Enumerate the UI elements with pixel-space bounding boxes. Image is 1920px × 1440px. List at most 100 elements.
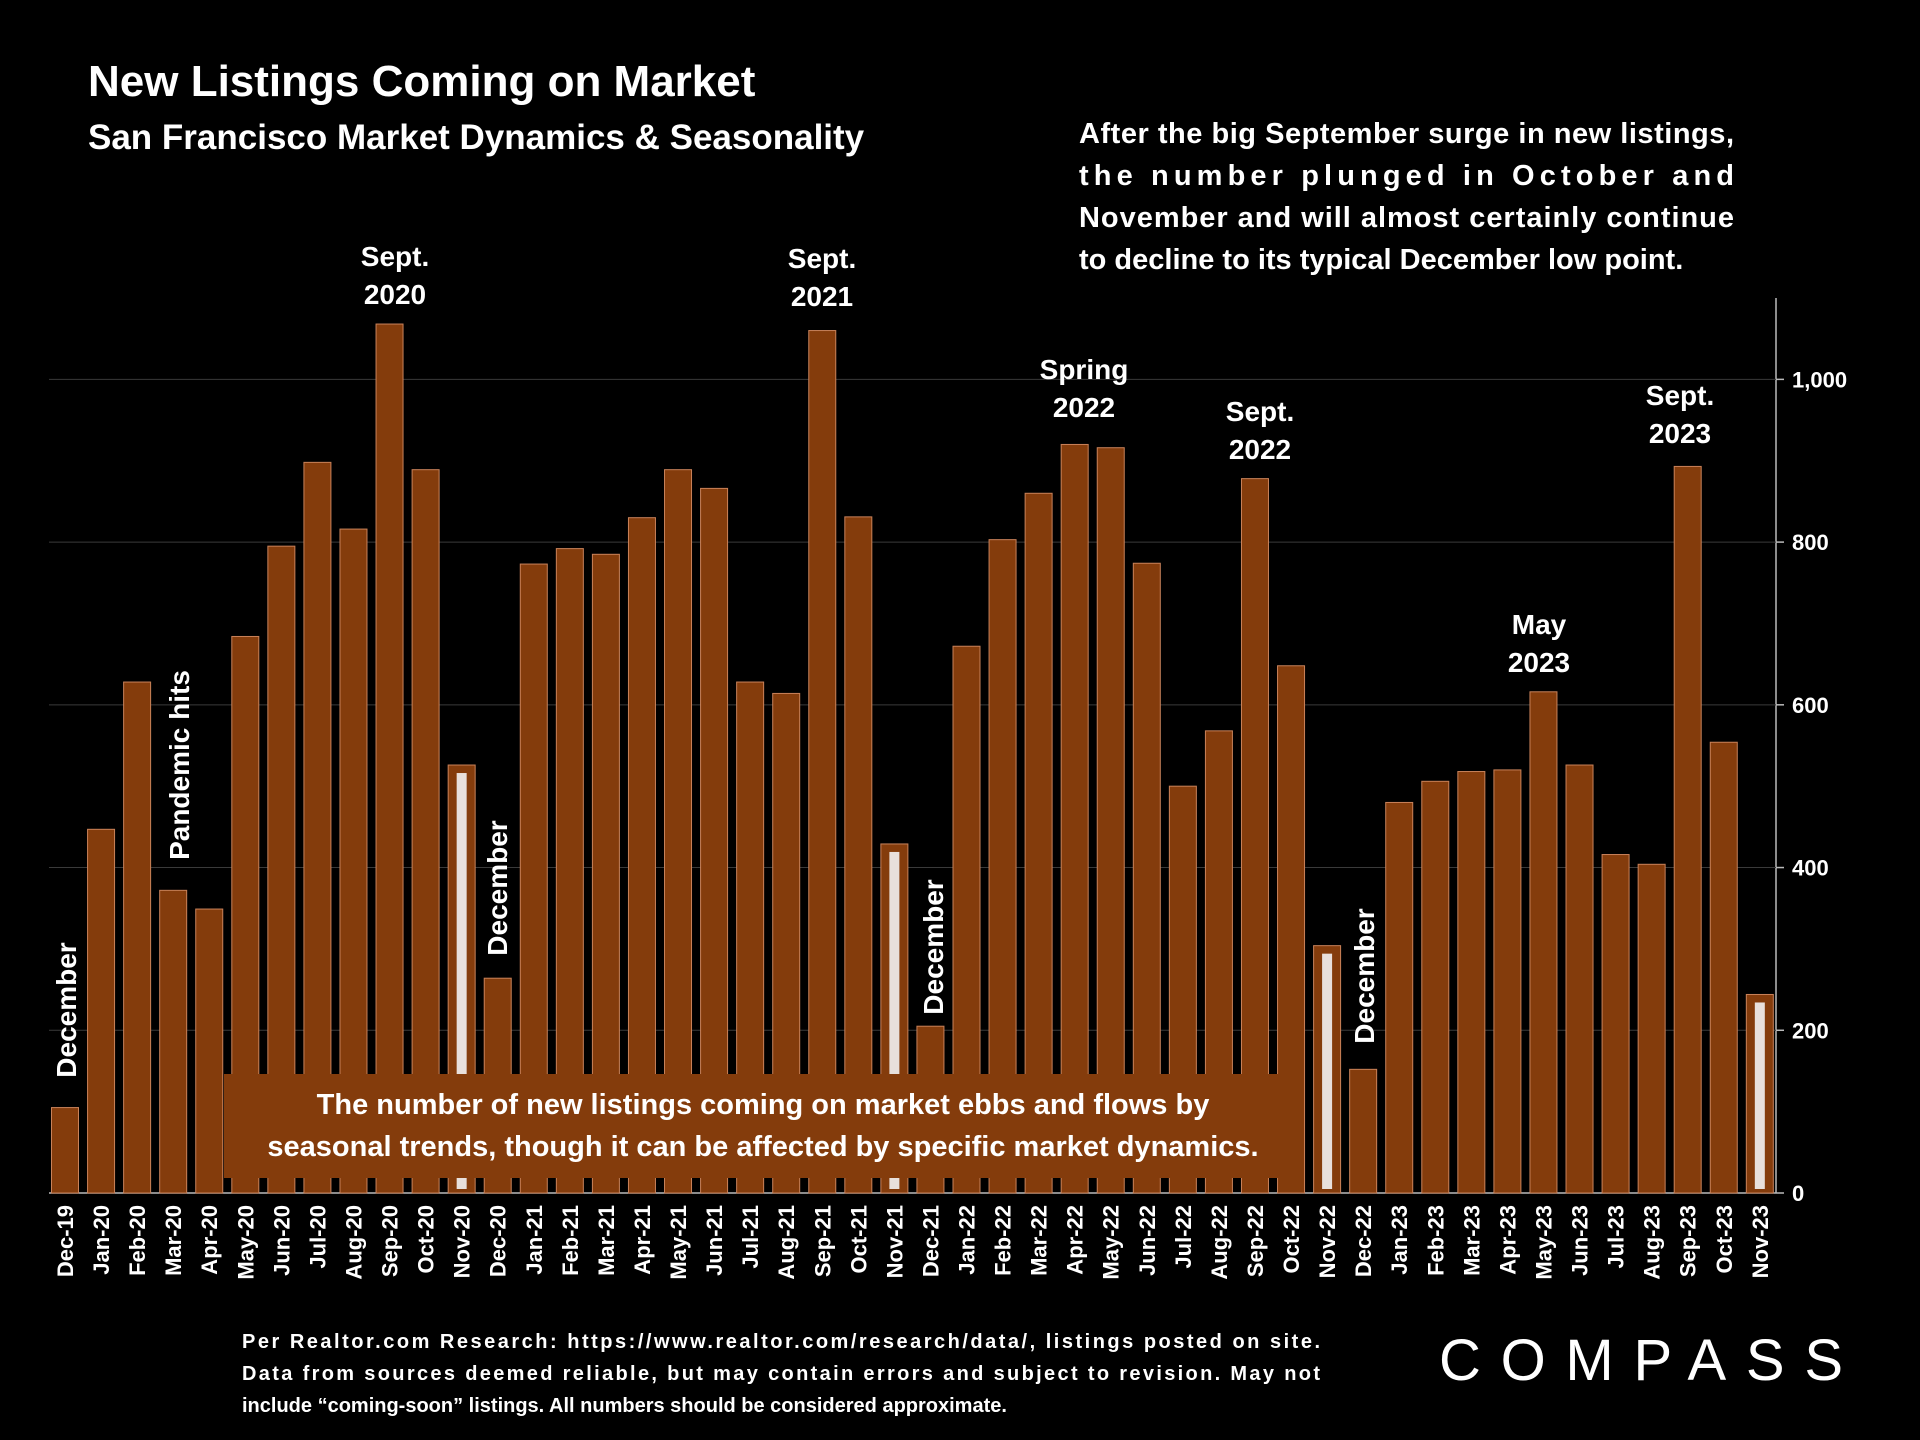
x-tick-label: Nov-20: [450, 1205, 475, 1278]
note: the number plunged in October and: [1079, 160, 1734, 192]
x-tick-label: Dec-22: [1351, 1205, 1376, 1277]
bar-highlight: [1754, 1002, 1765, 1189]
bar: [664, 469, 693, 1194]
annotation: Spring: [1040, 354, 1129, 385]
x-tick-label: Sep-20: [378, 1205, 403, 1277]
annotation: Sept.: [788, 243, 856, 274]
annotation: Pandemic hits: [164, 670, 195, 860]
bar: [411, 469, 440, 1194]
caption: seasonal trends, though it can be affect…: [267, 1131, 1258, 1163]
bar: [1096, 447, 1125, 1194]
bar-highlight: [889, 851, 900, 1189]
bar: [87, 828, 116, 1194]
x-tick-label: Nov-21: [882, 1205, 907, 1278]
bar: [1493, 769, 1522, 1194]
y-tick-label: 600: [1792, 693, 1829, 718]
x-tick-label: May-23: [1531, 1205, 1556, 1280]
annotation: May: [1512, 609, 1567, 640]
x-tick-label: Jan-21: [522, 1205, 547, 1275]
annotation: 2023: [1649, 418, 1711, 449]
x-tick-label: Jun-20: [269, 1205, 294, 1276]
x-tick-label: Oct-23: [1712, 1205, 1737, 1273]
bar: [303, 461, 332, 1194]
x-tick-label: Jul-23: [1604, 1205, 1629, 1269]
source: Per Realtor.com Research: https://www.re…: [242, 1331, 1320, 1353]
bar: [1529, 691, 1558, 1194]
x-tick-label: Oct-22: [1279, 1205, 1304, 1273]
logo: COMPASS: [1439, 1328, 1843, 1393]
x-tick-label: Jul-21: [738, 1205, 763, 1269]
x-tick-label: Dec-20: [486, 1205, 511, 1277]
bar-highlight: [456, 773, 467, 1189]
bar: [808, 330, 837, 1194]
bar: [1673, 465, 1702, 1194]
annotation: December: [1349, 908, 1380, 1044]
y-tick-label: 200: [1792, 1018, 1829, 1043]
annotation: 2021: [791, 281, 853, 312]
y-tick-label: 0: [1792, 1181, 1804, 1206]
x-tick-label: May-22: [1099, 1205, 1124, 1280]
x-tick-label: Sep-22: [1243, 1205, 1268, 1277]
x-tick-label: Jan-23: [1387, 1205, 1412, 1275]
caption: The number of new listings coming on mar…: [317, 1089, 1210, 1121]
x-tick-label: Jun-23: [1568, 1205, 1593, 1276]
x-tick-label: Mar-22: [1027, 1205, 1052, 1276]
x-tick-label: Jul-20: [305, 1205, 330, 1269]
bar-highlight: [1322, 953, 1333, 1189]
note: After the big September surge in new lis…: [1079, 118, 1734, 150]
x-tick-label: Apr-23: [1495, 1205, 1520, 1275]
bar: [159, 889, 188, 1194]
chart-title: New Listings Coming on Market: [88, 57, 756, 106]
x-tick-label: Dec-19: [53, 1205, 78, 1277]
x-tick-label: Jan-22: [955, 1205, 980, 1275]
note: to decline to its typical December low p…: [1079, 244, 1683, 276]
annotation: Sept.: [1646, 380, 1714, 411]
annotation: Sept.: [361, 241, 429, 272]
bar: [375, 323, 404, 1194]
x-tick-label: Feb-20: [125, 1205, 150, 1276]
x-tick-label: Oct-20: [414, 1205, 439, 1273]
x-tick-label: Jan-20: [89, 1205, 114, 1275]
x-tick-label: Apr-20: [197, 1205, 222, 1275]
x-tick-label: Oct-21: [846, 1205, 871, 1273]
x-tick-label: Apr-22: [1063, 1205, 1088, 1275]
x-tick-label: Feb-22: [991, 1205, 1016, 1276]
bar: [1709, 741, 1738, 1194]
x-tick-label: Apr-21: [630, 1205, 655, 1275]
bar: [1421, 780, 1450, 1194]
x-tick-label: Aug-20: [341, 1205, 366, 1280]
x-tick-label: Mar-20: [161, 1205, 186, 1276]
annotation: 2020: [364, 279, 426, 310]
x-tick-label: Mar-21: [594, 1205, 619, 1276]
annotation: 2023: [1508, 647, 1570, 678]
x-tick-label: Jun-21: [702, 1205, 727, 1276]
x-tick-label: Feb-23: [1423, 1205, 1448, 1276]
bar: [1565, 764, 1594, 1194]
annotation: 2022: [1229, 434, 1291, 465]
source: Data from sources deemed reliable, but m…: [242, 1363, 1320, 1385]
bar: [1385, 801, 1414, 1194]
x-tick-label: Jun-22: [1135, 1205, 1160, 1276]
bar: [1240, 478, 1269, 1194]
x-tick-label: May-21: [666, 1205, 691, 1280]
annotation: Sept.: [1226, 396, 1294, 427]
y-tick-label: 1,000: [1792, 367, 1847, 392]
x-tick-label: Aug-23: [1640, 1205, 1665, 1280]
note: November and will almost certainly conti…: [1079, 202, 1734, 234]
annotation: 2022: [1053, 392, 1115, 423]
x-tick-label: May-20: [233, 1205, 258, 1280]
bar: [195, 908, 224, 1194]
bar: [1457, 771, 1486, 1194]
x-tick-label: Nov-22: [1315, 1205, 1340, 1278]
x-tick-label: Dec-21: [918, 1205, 943, 1277]
x-tick-label: Aug-22: [1207, 1205, 1232, 1280]
x-tick-label: Sep-21: [810, 1205, 835, 1277]
annotation: December: [918, 879, 949, 1015]
chart-subtitle: San Francisco Market Dynamics & Seasonal…: [88, 118, 865, 157]
x-tick-label: Nov-23: [1748, 1205, 1773, 1278]
source: include “coming-soon” listings. All numb…: [242, 1395, 1007, 1417]
bar: [1349, 1068, 1378, 1194]
annotation: December: [51, 942, 82, 1078]
bar: [51, 1107, 79, 1194]
